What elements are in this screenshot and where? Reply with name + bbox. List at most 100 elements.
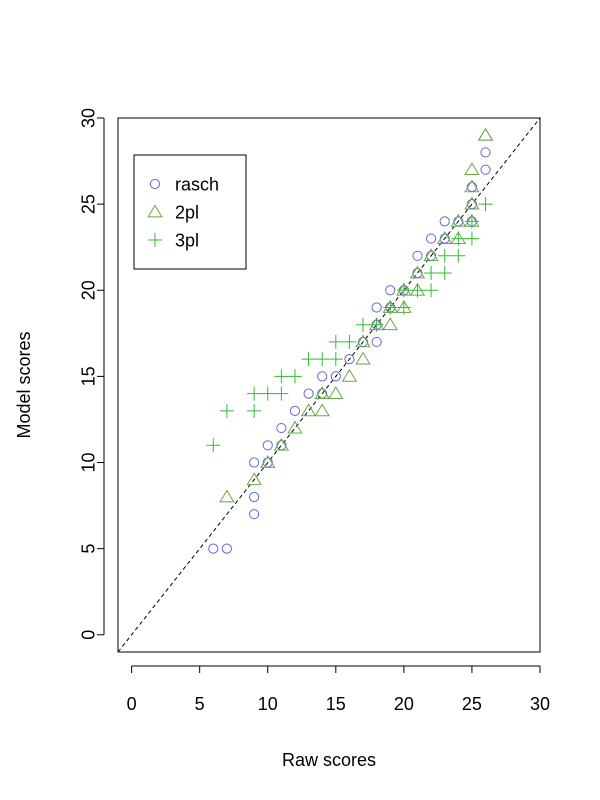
3pl-point bbox=[396, 300, 411, 315]
rasch-point bbox=[330, 371, 341, 382]
2pl-point bbox=[287, 420, 303, 434]
rasch-point bbox=[208, 543, 219, 554]
points-layer bbox=[206, 127, 494, 554]
rasch-point bbox=[276, 422, 287, 434]
3pl-point bbox=[219, 403, 234, 418]
legend-box bbox=[133, 154, 247, 270]
3pl-point bbox=[383, 300, 398, 315]
2pl-point bbox=[314, 403, 330, 417]
2pl-point bbox=[450, 213, 467, 227]
2pl-point bbox=[341, 368, 358, 382]
rasch-point bbox=[249, 509, 260, 520]
3pl-point bbox=[301, 352, 316, 367]
3pl-point bbox=[342, 334, 357, 349]
3pl-point bbox=[287, 369, 302, 384]
3pl-point bbox=[437, 266, 452, 281]
y-tick-label: 5 bbox=[78, 544, 98, 554]
2pl-point bbox=[219, 489, 235, 503]
3pl-point bbox=[328, 352, 343, 367]
legend-label-2pl: 2pl bbox=[175, 202, 199, 222]
y-axis-label: Model scores bbox=[14, 331, 34, 438]
legend-label-3pl: 3pl bbox=[175, 230, 199, 250]
legend: rasch 2pl 3pl bbox=[133, 154, 247, 270]
x-tick-label: 10 bbox=[258, 694, 278, 714]
3pl-point bbox=[206, 438, 221, 453]
3pl-point bbox=[315, 352, 330, 367]
rasch-point bbox=[249, 491, 260, 503]
legend-marker-3pl bbox=[148, 233, 162, 247]
y-tick-label: 25 bbox=[78, 194, 98, 214]
y-tick-label: 0 bbox=[78, 630, 98, 640]
reference-line bbox=[117, 117, 541, 653]
x-tick-label: 25 bbox=[462, 694, 482, 714]
x-tick-label: 30 bbox=[530, 694, 550, 714]
y-tick-label: 10 bbox=[78, 453, 98, 473]
rasch-point bbox=[480, 164, 491, 175]
2pl-point bbox=[260, 455, 276, 468]
rasch-point bbox=[425, 233, 437, 244]
2pl-point bbox=[300, 403, 317, 417]
rasch-point bbox=[317, 371, 328, 382]
rasch-point bbox=[249, 457, 260, 468]
2pl-point bbox=[477, 127, 494, 141]
x-axis-label: Raw scores bbox=[282, 750, 376, 770]
3pl-point bbox=[369, 317, 384, 332]
rasch-point bbox=[480, 147, 491, 158]
series-3pl bbox=[206, 197, 493, 453]
rasch-point bbox=[262, 440, 273, 451]
3pl-point bbox=[464, 231, 479, 246]
series-rasch bbox=[208, 147, 491, 554]
2pl-point bbox=[314, 386, 330, 399]
3pl-point bbox=[437, 248, 452, 263]
2pl-point bbox=[423, 248, 439, 262]
2pl-point bbox=[464, 196, 480, 210]
3pl-point bbox=[247, 403, 262, 418]
3pl-point bbox=[260, 386, 275, 401]
x-tick-label: 20 bbox=[394, 694, 414, 714]
3pl-point bbox=[410, 283, 425, 298]
rasch-point bbox=[303, 388, 314, 399]
2pl-point bbox=[437, 231, 453, 244]
rasch-point bbox=[289, 405, 301, 416]
2pl-point bbox=[355, 334, 371, 348]
axes-layer: 0 5 10 15 20 25 30 0 5 10 15 20 25 30 bbox=[78, 108, 550, 714]
2pl-point bbox=[382, 317, 398, 331]
3pl-point bbox=[424, 266, 439, 281]
3pl-point bbox=[424, 283, 439, 298]
rasch-point bbox=[385, 285, 396, 296]
3pl-point bbox=[356, 317, 371, 332]
y-tick-label: 20 bbox=[78, 280, 98, 300]
y-tick-label: 30 bbox=[78, 108, 98, 128]
y-tick-label: 15 bbox=[78, 366, 98, 386]
legend-label-rasch: rasch bbox=[175, 174, 219, 194]
3pl-point bbox=[247, 386, 262, 401]
rasch-point bbox=[371, 302, 382, 313]
reference-line-layer bbox=[117, 117, 541, 653]
2pl-point bbox=[409, 265, 426, 279]
2pl-point bbox=[477, 127, 494, 141]
legend-marker-rasch bbox=[149, 178, 161, 190]
rasch-point bbox=[466, 181, 478, 193]
2pl-point bbox=[464, 179, 480, 193]
3pl-point bbox=[396, 283, 411, 298]
3pl-point bbox=[328, 334, 343, 349]
rasch-point bbox=[344, 354, 355, 365]
rasch-point bbox=[439, 216, 450, 227]
x-tick-label: 5 bbox=[195, 694, 205, 714]
2pl-point bbox=[464, 162, 480, 176]
rasch-point bbox=[412, 250, 423, 261]
series-2pl bbox=[219, 127, 494, 503]
x-tick-label: 0 bbox=[127, 694, 137, 714]
3pl-point bbox=[478, 197, 493, 212]
x-tick-label: 15 bbox=[326, 694, 346, 714]
2pl-point bbox=[328, 386, 344, 399]
3pl-point bbox=[451, 231, 466, 246]
plot-frame bbox=[117, 117, 541, 653]
3pl-point bbox=[464, 214, 479, 229]
2pl-point bbox=[246, 472, 262, 486]
rasch-point bbox=[371, 336, 382, 348]
3pl-point bbox=[274, 386, 289, 401]
2pl-point bbox=[355, 351, 371, 365]
2pl-point bbox=[273, 437, 290, 451]
